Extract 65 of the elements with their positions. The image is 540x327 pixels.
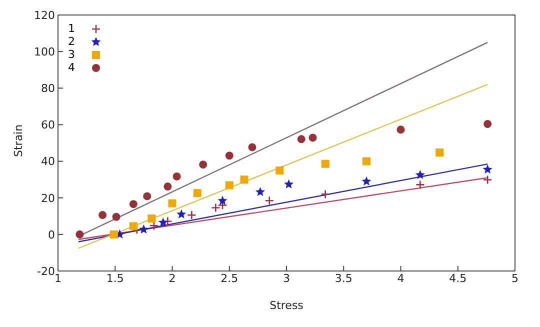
- point: [255, 187, 265, 196]
- legend-label: 3: [68, 48, 76, 61]
- point: [149, 221, 159, 230]
- point: [129, 222, 138, 230]
- y-tick-label: 100: [34, 45, 55, 58]
- point: [76, 230, 84, 238]
- point: [225, 181, 234, 190]
- y-tick-label: -20: [37, 264, 55, 278]
- point: [112, 212, 120, 221]
- point: [297, 135, 306, 144]
- point: [248, 143, 256, 152]
- y-tick-label: 40: [41, 155, 55, 168]
- point: [163, 216, 172, 226]
- point: [98, 211, 107, 220]
- point: [482, 175, 492, 184]
- x-tick-label: 1: [54, 272, 62, 285]
- point: [484, 120, 492, 128]
- point: [158, 218, 168, 227]
- point: [148, 214, 156, 223]
- x-tick-label: 3.5: [334, 272, 352, 285]
- point: [416, 180, 425, 190]
- x-tick-label: 4: [397, 272, 404, 285]
- point: [218, 196, 228, 205]
- point: [176, 209, 186, 218]
- point: [482, 164, 492, 174]
- point: [187, 210, 196, 220]
- point: [168, 199, 176, 208]
- point: [110, 230, 118, 238]
- point: [284, 179, 294, 188]
- legend-label: 2: [68, 35, 76, 48]
- point: [129, 200, 138, 208]
- legend-label: 4: [68, 61, 76, 74]
- point: [164, 182, 172, 191]
- point: [320, 190, 330, 199]
- point: [264, 196, 274, 206]
- point: [172, 172, 181, 180]
- point: [362, 157, 370, 166]
- point: [276, 166, 284, 174]
- x-tick-label: 4.5: [449, 272, 467, 285]
- point: [199, 160, 208, 169]
- y-tick-label: 80: [41, 82, 55, 96]
- y-tick-label: 60: [41, 118, 55, 132]
- y-axis-title: Strain: [12, 124, 25, 157]
- x-tick-label: 2: [168, 272, 176, 285]
- point: [362, 176, 372, 186]
- point: [138, 224, 148, 234]
- legend-label: 1: [68, 22, 76, 35]
- point: [396, 126, 405, 134]
- point: [321, 160, 330, 168]
- x-axis-title: Stress: [270, 299, 304, 312]
- y-tick-label: 20: [41, 192, 55, 205]
- x-tick-label: 5: [512, 272, 518, 285]
- point: [143, 192, 152, 200]
- point: [415, 170, 425, 180]
- x-tick-label: 2.5: [220, 272, 238, 285]
- x-tick-label: 1.5: [106, 272, 124, 285]
- y-tick-label: 0: [48, 228, 55, 242]
- point: [308, 134, 317, 142]
- point: [211, 203, 220, 212]
- y-tick-label: 120: [34, 8, 55, 22]
- x-tick-label: 3: [283, 272, 290, 285]
- point: [436, 148, 444, 157]
- point: [193, 189, 202, 198]
- point: [240, 176, 248, 184]
- point: [225, 152, 234, 160]
